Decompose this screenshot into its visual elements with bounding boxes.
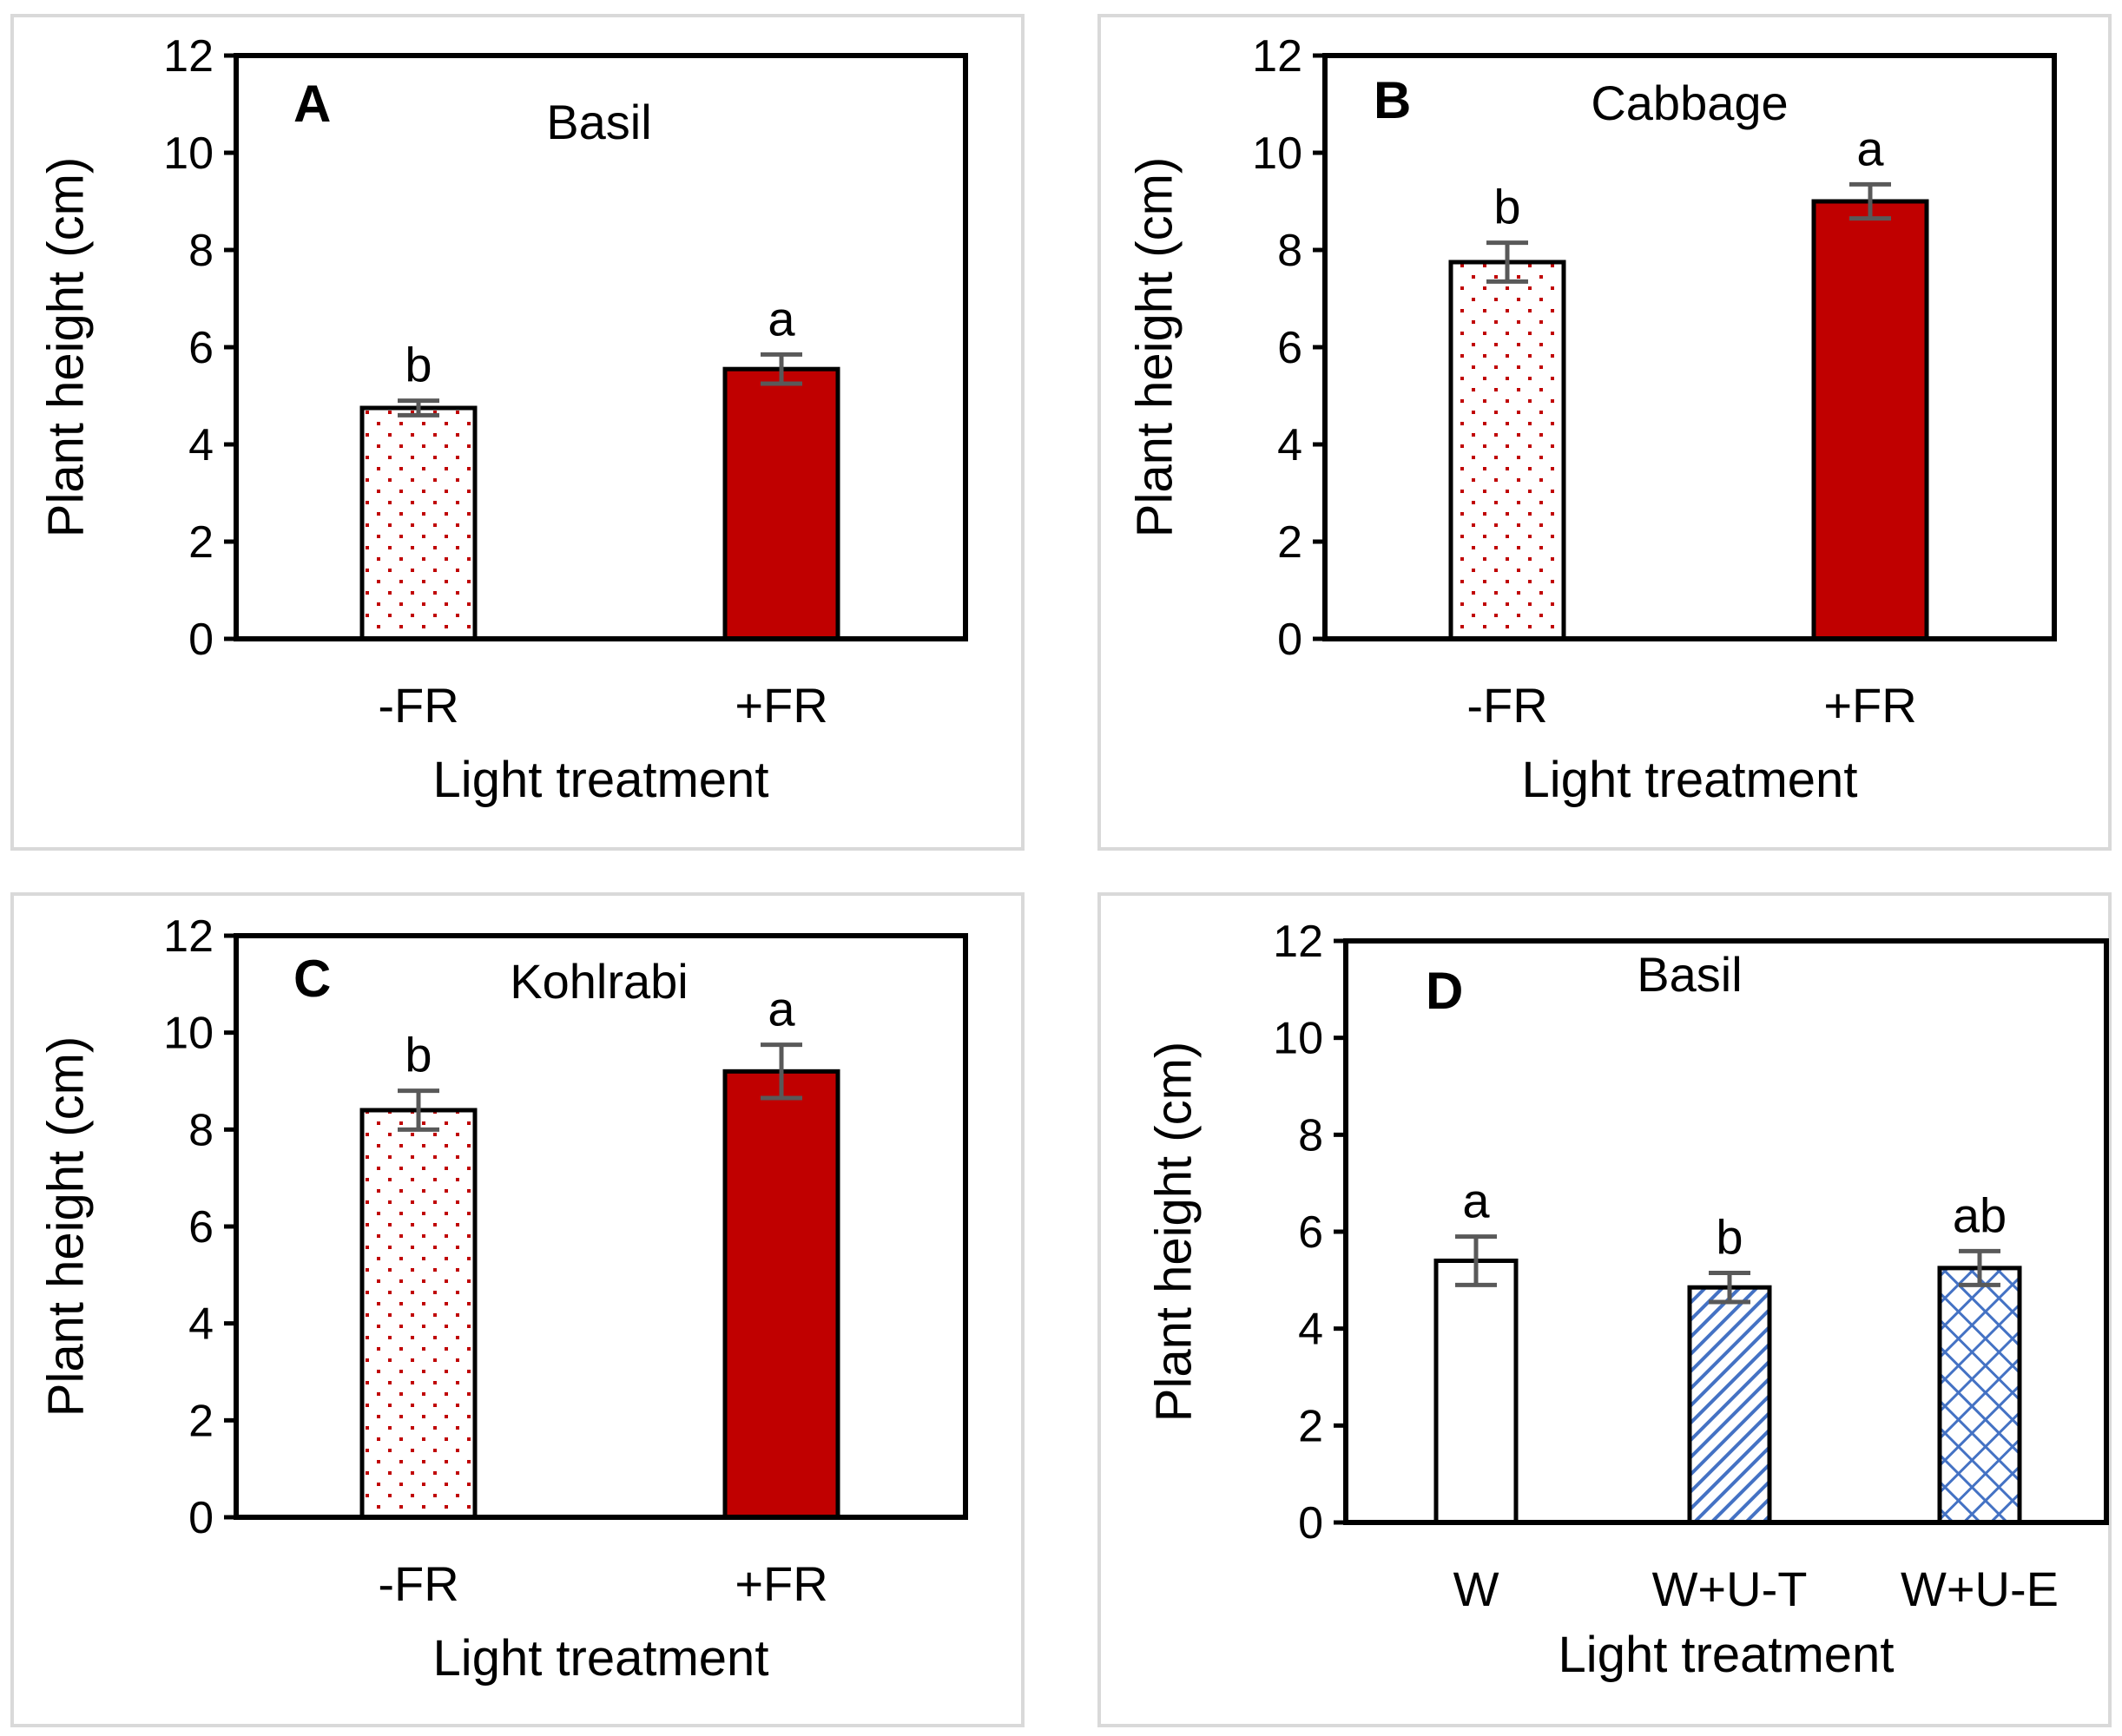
y-tick-label: 4 <box>188 1299 214 1350</box>
error-bar <box>398 1088 439 1132</box>
y-tick-label: 10 <box>1252 128 1302 179</box>
panel-border <box>10 892 1025 1727</box>
y-tick-label: 0 <box>188 1493 214 1543</box>
panel-letter: D <box>1426 962 1463 1020</box>
chart-panel-a: 0 2 4 6 8 10 12 b -FR a +FR A Basil Light treatment Pl… <box>10 14 1025 851</box>
x-category-label: -FR <box>378 678 458 733</box>
chart-panel-c: 0 2 4 6 8 10 12 b -FR a +FR C Kohlrabi Light treatmen… <box>10 892 1025 1727</box>
error-bar <box>398 398 439 418</box>
y-tick-label: 2 <box>188 1396 214 1446</box>
x-category-label: W+U-T <box>1652 1562 1808 1616</box>
x-category-label: +FR <box>735 1556 827 1611</box>
y-tick-label: 2 <box>1298 1401 1323 1451</box>
y-tick-label: 4 <box>1277 420 1302 470</box>
significance-letter: b <box>405 1028 432 1082</box>
panel-letter: B <box>1374 71 1411 129</box>
significance-letter: b <box>1716 1209 1743 1264</box>
x-category-label: -FR <box>1466 678 1547 733</box>
significance-letter: b <box>1493 180 1520 234</box>
y-tick-label: 2 <box>1277 517 1302 568</box>
y-tick-label: 12 <box>1252 31 1302 82</box>
y-tick-label: 8 <box>1298 1110 1323 1161</box>
y-tick-label: 8 <box>188 226 214 276</box>
panel-letter: C <box>293 950 331 1008</box>
significance-letter: a <box>768 982 795 1036</box>
significance-letter: ab <box>1953 1187 2007 1242</box>
x-axis-title: Light treatment <box>433 752 769 808</box>
error-bar <box>1455 1234 1497 1287</box>
bar-w-u-t <box>1687 1285 1772 1525</box>
y-tick-label: 6 <box>188 323 214 373</box>
y-tick-label: 8 <box>188 1105 214 1155</box>
plot-frame <box>234 933 968 1520</box>
significance-letter: a <box>1462 1174 1490 1228</box>
bar-w <box>1433 1259 1519 1525</box>
significance-letter: a <box>768 291 795 345</box>
bar-w-u-e <box>1937 1266 2022 1525</box>
significance-letter: a <box>1856 121 1884 175</box>
x-axis-title: Light treatment <box>1522 752 1858 808</box>
panel-border <box>10 14 1025 851</box>
chart-panel-d: 0 2 4 6 8 10 12 a Wb W+U-T ab W+U-E D Basil Light trea… <box>1097 892 2112 1727</box>
y-axis-title: Plant height (cm) <box>38 1036 95 1417</box>
plot-frame <box>1343 938 2109 1525</box>
y-tick-label: 6 <box>1277 323 1302 373</box>
chart-panel-b: 0 2 4 6 8 10 12 b -FR a +FR B Cabbage Light treatment… <box>1097 14 2112 851</box>
y-tick-label: 0 <box>1298 1498 1323 1549</box>
bar--fr <box>359 1108 478 1520</box>
chart-title: Cabbage <box>1591 76 1788 130</box>
x-category-label: W+U-E <box>1901 1562 2059 1616</box>
y-tick-label: 8 <box>1277 226 1302 276</box>
y-tick-label: 10 <box>163 1009 214 1059</box>
plot-frame <box>1322 53 2057 641</box>
x-category-label: W <box>1453 1562 1499 1616</box>
x-category-label: -FR <box>378 1556 458 1611</box>
y-tick-label: 6 <box>188 1202 214 1253</box>
error-bar <box>761 1042 802 1101</box>
significance-letter: b <box>405 338 432 392</box>
y-tick-label: 10 <box>1273 1014 1323 1064</box>
y-axis-title: Plant height (cm) <box>1127 157 1183 537</box>
error-bar <box>761 352 802 386</box>
panel-letter: A <box>293 75 331 133</box>
chart-title: Basil <box>546 95 651 149</box>
bar--fr <box>722 1069 840 1520</box>
y-tick-label: 4 <box>188 420 214 470</box>
y-tick-label: 12 <box>163 31 214 82</box>
error-bar <box>1959 1248 2000 1287</box>
x-axis-title: Light treatment <box>1559 1627 1895 1683</box>
y-tick-label: 2 <box>188 517 214 568</box>
bar--fr <box>359 405 478 641</box>
y-tick-label: 12 <box>163 911 214 962</box>
error-bar <box>1486 240 1528 284</box>
bar--fr <box>722 366 840 641</box>
panel-border <box>1097 14 2112 851</box>
y-tick-label: 4 <box>1298 1305 1323 1355</box>
x-category-label: +FR <box>735 678 827 733</box>
chart-title: Basil <box>1637 947 1742 1002</box>
error-bar <box>1709 1270 1750 1305</box>
plot-frame <box>234 53 968 641</box>
y-tick-label: 10 <box>163 128 214 179</box>
y-axis-title: Plant height (cm) <box>1146 1042 1203 1422</box>
y-tick-label: 0 <box>1277 615 1302 665</box>
x-category-label: +FR <box>1823 678 1916 733</box>
x-axis-title: Light treatment <box>433 1630 769 1687</box>
chart-title: Kohlrabi <box>510 954 688 1009</box>
y-axis-title: Plant height (cm) <box>38 157 95 537</box>
y-tick-label: 0 <box>188 615 214 665</box>
bar--fr <box>1448 260 1566 641</box>
y-tick-label: 12 <box>1273 917 1323 967</box>
bar--fr <box>1811 199 1929 641</box>
y-tick-label: 6 <box>1298 1207 1323 1258</box>
error-bar <box>1849 181 1891 221</box>
